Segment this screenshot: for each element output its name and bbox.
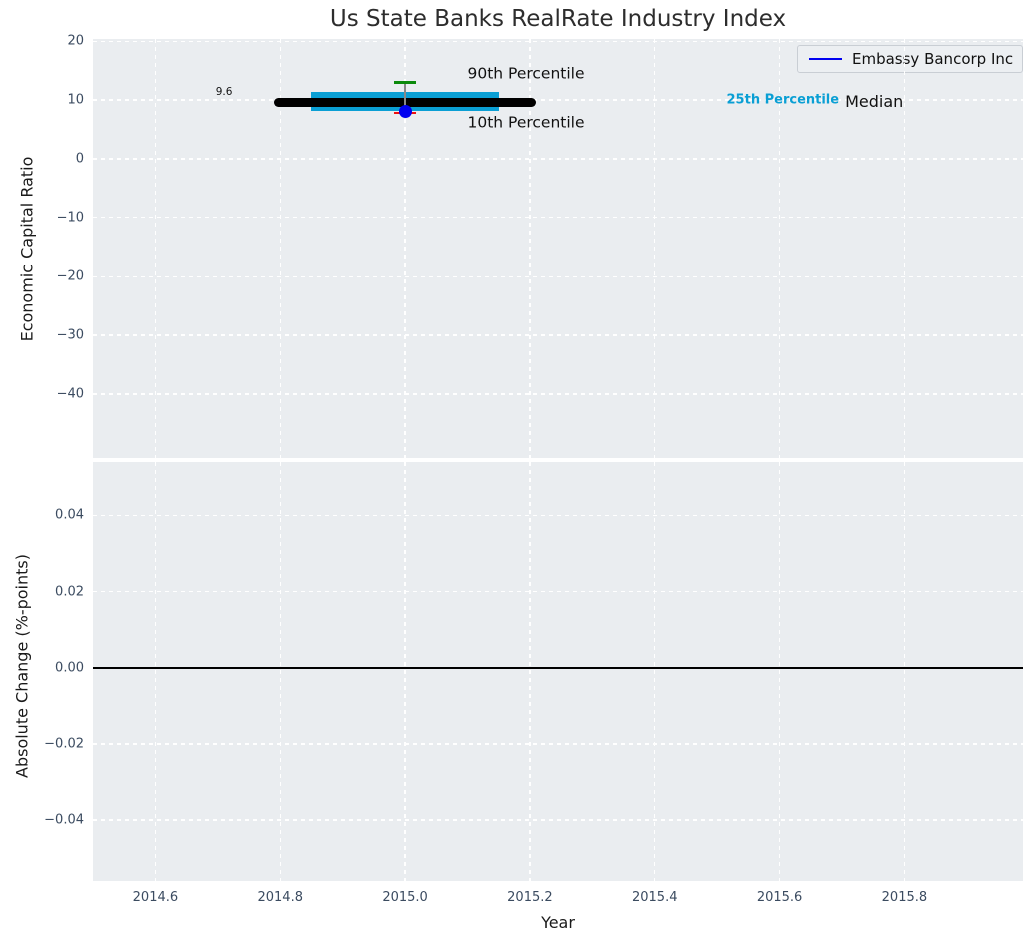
y-tick-label: 0.04 [55, 507, 84, 523]
annotation-90th-percentile: 90th Percentile [467, 64, 585, 83]
gridline-vertical [154, 462, 157, 881]
y-tick-label: −40 [56, 386, 84, 402]
gridline-vertical [529, 39, 531, 458]
x-tick-label: 2015.6 [756, 890, 803, 905]
bottom-axes [93, 462, 1023, 881]
gridline-horizontal [93, 819, 1023, 821]
legend-line-swatch [809, 57, 842, 61]
gridline-vertical [654, 39, 656, 458]
annotation-median: Median [845, 91, 904, 111]
gridline-horizontal [93, 216, 1023, 219]
zero-line [93, 666, 1023, 669]
whisker-line [404, 82, 406, 114]
y-tick-label: −20 [56, 268, 84, 284]
y-tick-label: −0.04 [44, 812, 84, 828]
y-tick-label: −30 [56, 327, 84, 343]
gridline-horizontal [93, 275, 1023, 278]
chart-title: Us State Banks RealRate Industry Index [329, 6, 787, 32]
y-tick-label: 0 [75, 151, 84, 167]
gridline-vertical [903, 462, 906, 881]
gridline-horizontal [93, 393, 1023, 395]
top-axes [93, 39, 1023, 458]
x-tick-label: 2014.6 [132, 890, 179, 905]
gridline-vertical [154, 39, 157, 458]
gridline-horizontal [93, 99, 1023, 101]
gridline-vertical [778, 39, 781, 458]
x-tick-label: 2014.8 [257, 890, 303, 905]
y-tick-label: 10 [67, 92, 84, 108]
y-tick-label: 0.00 [55, 660, 84, 676]
p90-cap [393, 81, 417, 84]
gridline-horizontal [93, 514, 1023, 517]
gridline-horizontal [93, 334, 1023, 336]
x-tick-label: 2015.8 [881, 890, 928, 905]
x-tick-label: 2015.0 [382, 890, 428, 905]
legend: Embassy Bancorp Inc [797, 45, 1023, 73]
gridline-vertical [529, 462, 531, 881]
gridline-horizontal [93, 743, 1023, 745]
gridline-vertical [404, 462, 406, 881]
annotation-10th-percentile: 10th Percentile [467, 113, 585, 132]
gridline-vertical [404, 39, 406, 458]
y-tick-label: −0.02 [44, 736, 84, 752]
x-tick-label: 2015.2 [507, 890, 553, 905]
annotation-25th-percentile: 25th Percentile [726, 92, 840, 108]
gridline-vertical [903, 39, 906, 458]
x-axis-label: Year [541, 913, 575, 932]
y-tick-label: 20 [67, 33, 84, 49]
gridline-horizontal [93, 40, 1023, 43]
gridline-vertical [279, 39, 281, 458]
gridline-vertical [279, 462, 281, 881]
legend-label: Embassy Bancorp Inc [852, 50, 1014, 68]
embassy-marker [398, 105, 412, 119]
gridline-vertical [778, 462, 781, 881]
annotation-9-6: 9.6 [215, 86, 233, 99]
gridline-vertical [654, 462, 656, 881]
y-axis-label-top: Economic Capital Ratio [17, 156, 37, 342]
x-tick-label: 2015.4 [631, 890, 678, 905]
y-tick-label: 0.02 [55, 584, 84, 599]
y-tick-label: −10 [56, 210, 84, 226]
gridline-horizontal [93, 590, 1023, 593]
gridline-horizontal [93, 158, 1023, 160]
